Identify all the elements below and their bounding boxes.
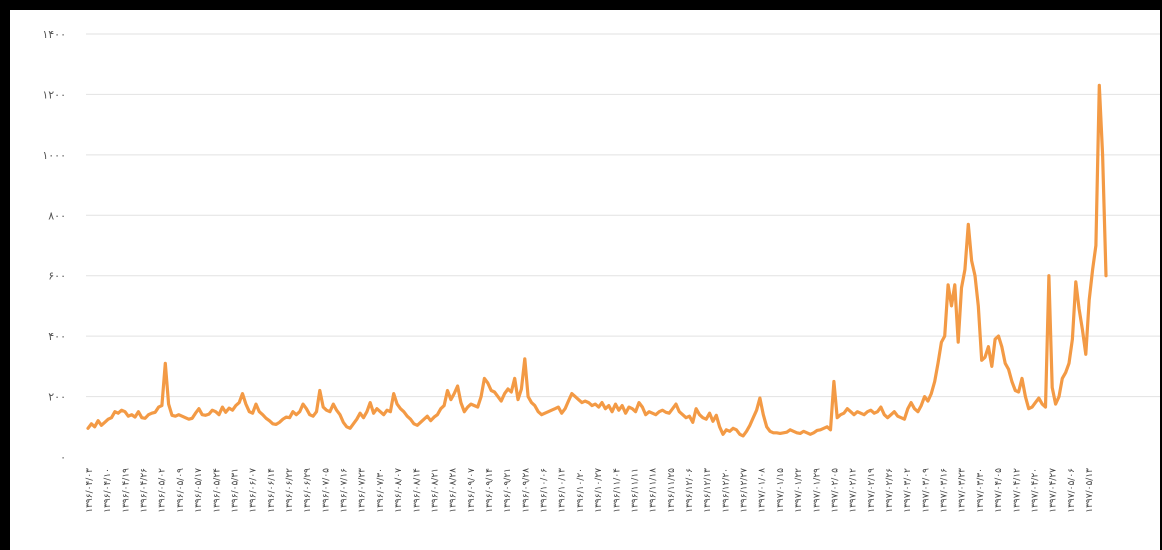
x-tick-label: ۱۳۹۶/۰۴/۱۹ <box>121 468 131 513</box>
x-tick-label: ۱۳۹۶/۰۵/۰۹ <box>176 468 186 513</box>
x-tick-label: ۱۳۹۷/۰۵/۰۶ <box>1067 468 1077 513</box>
x-tick-label: ۱۳۹۶/۰۶/۲۹ <box>303 468 313 513</box>
x-tick-label: ۱۳۹۶/۰۵/۰۲ <box>158 468 168 513</box>
x-tick-label: ۱۳۹۶/۱۰/۱۳ <box>558 468 568 513</box>
x-axis-ticks: ۱۳۹۶/۰۴/۰۳ ۱۳۹۶/۰۴/۱۰ ۱۳۹۶/۰۴/۱۹ ۱۳۹۶/۰۴/۲۶… <box>85 468 1095 513</box>
x-tick-label: ۱۳۹۷/۰۲/۲۶ <box>885 468 895 513</box>
x-tick-label: ۱۳۹۷/۰۴/۰۵ <box>994 468 1004 513</box>
y-tick-label: ۰ <box>60 451 66 464</box>
x-tick-label: ۱۳۹۷/۰۳/۱۶ <box>940 468 950 513</box>
y-tick-label: ۶۰۰ <box>48 270 66 283</box>
x-tick-label: ۱۳۹۷/۰۴/۲۰ <box>1030 468 1040 513</box>
x-tick-label: ۱۳۹۶/۱۱/۰۴ <box>612 468 622 513</box>
x-tick-label: ۱۳۹۶/۱۲/۰۶ <box>685 468 695 513</box>
x-tick-label: ۱۳۹۶/۰۷/۱۶ <box>340 468 350 513</box>
x-tick-label: ۱۳۹۶/۰۵/۱۷ <box>194 468 204 513</box>
x-tick-label: ۱۳۹۶/۰۴/۱۰ <box>103 468 113 513</box>
gridlines <box>86 33 1160 398</box>
x-tick-label: ۱۳۹۶/۰۶/۰۷ <box>249 468 259 513</box>
x-tick-label: ۱۳۹۷/۰۴/۲۷ <box>1049 468 1059 513</box>
x-tick-label: ۱۳۹۶/۰۹/۲۸ <box>521 468 531 513</box>
series-line <box>86 83 1108 438</box>
y-tick-label: ۱۰۰۰ <box>42 149 66 162</box>
y-tick-label: ۲۰۰ <box>48 391 66 404</box>
y-tick-label: ۱۴۰۰ <box>42 28 66 41</box>
y-tick-label: ۱۲۰۰ <box>42 88 66 101</box>
x-tick-label: ۱۳۹۶/۰۹/۰۷ <box>467 468 477 513</box>
x-tick-label: ۱۳۹۶/۱۲/۲۰ <box>721 468 731 513</box>
x-tick-label: ۱۳۹۷/۰۵/۱۳ <box>1085 468 1095 513</box>
x-tick-label: ۱۳۹۶/۱۰/۲۷ <box>594 468 604 513</box>
x-tick-label: ۱۳۹۶/۰۹/۲۱ <box>503 468 513 513</box>
x-tick-label: ۱۳۹۶/۰۵/۳۱ <box>230 468 240 513</box>
x-tick-label: ۱۳۹۷/۰۳/۰۹ <box>921 468 931 513</box>
y-tick-label: ۸۰۰ <box>48 209 66 222</box>
x-tick-label: ۱۳۹۶/۰۸/۱۴ <box>412 468 422 513</box>
x-tick-label: ۱۳۹۷/۰۳/۰۲ <box>903 468 913 513</box>
x-tick-label: ۱۳۹۶/۰۷/۲۳ <box>358 468 368 513</box>
x-tick-label: ۱۳۹۷/۰۱/۰۸ <box>758 468 768 513</box>
y-tick-label: ۴۰۰ <box>48 330 66 343</box>
y-axis-ticks: ۰ ۲۰۰ ۴۰۰ ۶۰۰ ۸۰۰ ۱۰۰۰ ۱۲۰۰ ۱۴۰۰ <box>42 28 66 464</box>
x-tick-label: ۱۳۹۶/۰۸/۲۱ <box>430 468 440 513</box>
x-tick-label: ۱۳۹۶/۰۷/۰۵ <box>321 468 331 513</box>
x-tick-label: ۱۳۹۶/۰۸/۰۷ <box>394 468 404 513</box>
x-tick-label: ۱۳۹۶/۱۲/۱۳ <box>703 468 713 513</box>
x-tick-label: ۱۳۹۷/۰۱/۲۹ <box>812 468 822 513</box>
x-tick-label: ۱۳۹۷/۰۲/۱۹ <box>867 468 877 513</box>
x-tick-label: ۱۳۹۷/۰۱/۲۲ <box>794 468 804 513</box>
x-tick-label: ۱۳۹۶/۱۱/۲۵ <box>667 468 677 513</box>
x-tick-label: ۱۳۹۶/۱۱/۱۸ <box>649 468 659 513</box>
x-tick-label: ۱۳۹۶/۰۸/۲۸ <box>449 468 459 513</box>
x-tick-label: ۱۳۹۷/۰۴/۱۲ <box>1012 468 1022 513</box>
x-tick-label: ۱۳۹۶/۱۱/۱۱ <box>630 468 640 513</box>
x-tick-label: ۱۳۹۶/۱۰/۰۶ <box>540 468 550 513</box>
x-tick-label: ۱۳۹۶/۰۹/۱۴ <box>485 468 495 513</box>
x-tick-label: ۱۳۹۷/۰۲/۰۵ <box>830 468 840 513</box>
x-tick-label: ۱۳۹۷/۰۲/۱۲ <box>849 468 859 513</box>
x-tick-label: ۱۳۹۶/۰۴/۲۶ <box>140 468 150 513</box>
x-tick-label: ۱۳۹۶/۰۴/۰۳ <box>85 468 95 513</box>
x-tick-label: ۱۳۹۷/۰۳/۲۳ <box>958 468 968 513</box>
x-tick-label: ۱۳۹۶/۰۵/۲۴ <box>212 468 222 513</box>
x-tick-label: ۱۳۹۷/۰۳/۳۰ <box>976 468 986 513</box>
x-tick-label: ۱۳۹۶/۱۲/۲۷ <box>740 468 750 513</box>
x-tick-label: ۱۳۹۶/۰۶/۲۲ <box>285 468 295 513</box>
x-tick-label: ۱۳۹۷/۰۱/۱۵ <box>776 468 786 513</box>
x-tick-label: ۱۳۹۶/۰۷/۳۰ <box>376 468 386 513</box>
x-tick-label: ۱۳۹۶/۱۰/۲۰ <box>576 468 586 513</box>
x-tick-label: ۱۳۹۶/۰۶/۱۴ <box>267 468 277 513</box>
